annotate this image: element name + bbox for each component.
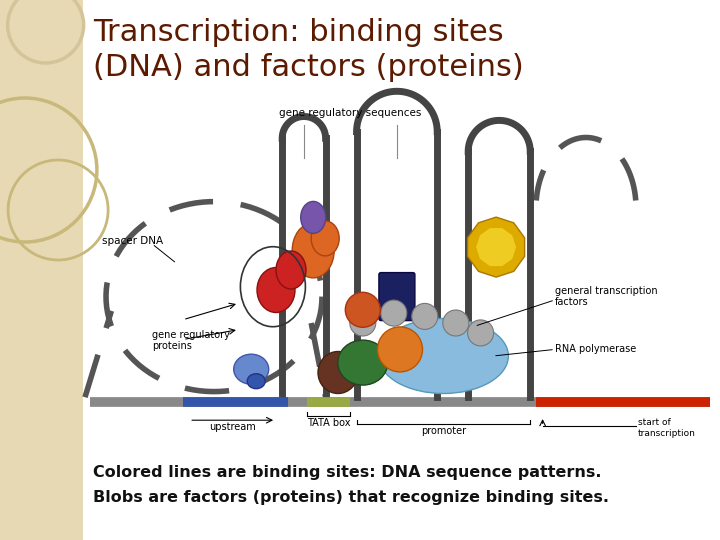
Ellipse shape <box>377 327 423 372</box>
Text: TATA box: TATA box <box>307 418 351 428</box>
Ellipse shape <box>338 340 388 385</box>
Ellipse shape <box>318 352 358 394</box>
Bar <box>0 0 83 540</box>
FancyBboxPatch shape <box>379 273 415 321</box>
Circle shape <box>467 320 494 346</box>
Ellipse shape <box>379 319 508 394</box>
Text: gene regulatory
proteins: gene regulatory proteins <box>152 329 230 351</box>
Ellipse shape <box>257 267 295 313</box>
Ellipse shape <box>301 201 325 233</box>
Circle shape <box>350 310 376 336</box>
Circle shape <box>443 310 469 336</box>
Text: RNA polymerase: RNA polymerase <box>555 345 636 354</box>
Ellipse shape <box>247 374 265 389</box>
Text: upstream: upstream <box>210 422 256 432</box>
Text: general transcription
factors: general transcription factors <box>555 286 657 307</box>
Text: Transcription: binding sites
(DNA) and factors (proteins): Transcription: binding sites (DNA) and f… <box>93 18 523 82</box>
Text: spacer DNA: spacer DNA <box>102 235 163 246</box>
Ellipse shape <box>311 221 339 256</box>
Circle shape <box>412 303 438 329</box>
Wedge shape <box>388 305 406 319</box>
Ellipse shape <box>276 251 306 289</box>
Text: Blobs are factors (proteins) that recognize binding sites.: Blobs are factors (proteins) that recogn… <box>93 490 609 505</box>
Text: Colored lines are binding sites: DNA sequence patterns.: Colored lines are binding sites: DNA seq… <box>93 465 601 480</box>
Circle shape <box>381 300 407 326</box>
Text: start of
transcription: start of transcription <box>638 418 696 437</box>
Ellipse shape <box>234 354 269 384</box>
Text: promoter: promoter <box>420 426 466 436</box>
Ellipse shape <box>292 223 334 278</box>
Bar <box>83 0 720 540</box>
Ellipse shape <box>346 292 380 327</box>
Text: gene regulatory sequences: gene regulatory sequences <box>279 109 422 118</box>
